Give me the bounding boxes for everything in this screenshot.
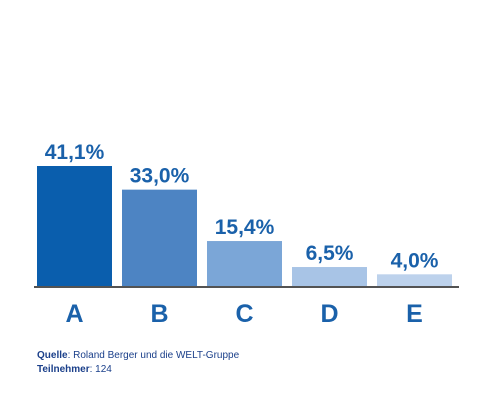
bar-b — [122, 189, 197, 286]
value-label-e: 4,0% — [391, 249, 439, 272]
source-label: Quelle — [37, 350, 68, 361]
bars-group — [37, 166, 452, 286]
source-text: : Roland Berger und die WELT-Gruppe — [67, 350, 240, 361]
value-label-b: 33,0% — [130, 165, 190, 188]
category-label-c: C — [235, 300, 253, 328]
value-label-d: 6,5% — [306, 242, 354, 265]
category-labels-group: A B C D E — [65, 300, 422, 328]
bar-a — [37, 166, 112, 286]
bar-e — [377, 274, 452, 286]
source-note: Quelle: Roland Berger und die WELT-Grupp… — [37, 349, 239, 377]
bar-d — [292, 267, 367, 286]
category-label-b: B — [150, 300, 168, 328]
participants-text: : 124 — [89, 364, 112, 375]
category-label-e: E — [406, 300, 423, 328]
participants-label: Teilnehmer — [37, 364, 90, 375]
category-label-a: A — [65, 300, 83, 328]
bar-c — [207, 241, 282, 286]
value-label-a: 41,1% — [45, 141, 105, 164]
value-label-c: 15,4% — [215, 216, 275, 239]
value-labels-group: 41,1% 33,0% 15,4% 6,5% 4,0% — [45, 141, 439, 272]
participants-line: Teilnehmer: 124 — [37, 363, 239, 377]
category-label-d: D — [320, 300, 338, 328]
source-line: Quelle: Roland Berger und die WELT-Grupp… — [37, 349, 239, 363]
